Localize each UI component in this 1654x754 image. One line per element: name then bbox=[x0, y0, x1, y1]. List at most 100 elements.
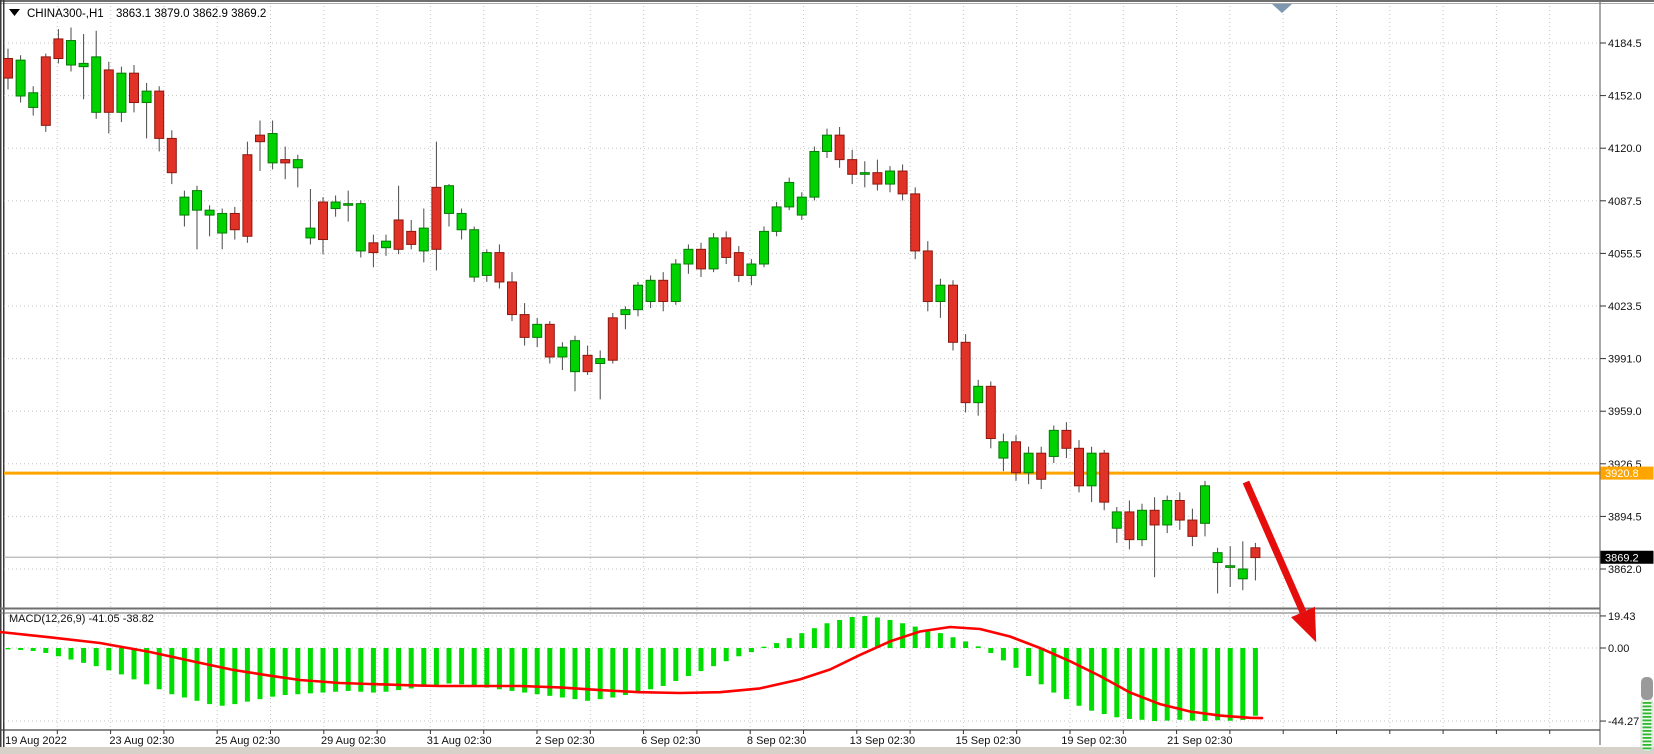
arrow-head-icon[interactable] bbox=[1291, 606, 1317, 643]
bear-candle bbox=[3, 57, 13, 79]
price-axis[interactable]: 4184.5 4152.0 4120.0 4087.5 4055.5 4023.5 3991… bbox=[1600, 38, 1642, 728]
scrollbar-stripe bbox=[1642, 733, 1652, 736]
bull-candle bbox=[859, 172, 870, 175]
time-axis-label: 23 Aug 02:30 bbox=[109, 735, 174, 747]
macd-histogram-bar bbox=[1114, 648, 1120, 718]
scrollbar-stripe bbox=[1642, 716, 1652, 718]
gridlines bbox=[4, 6, 1600, 730]
time-axis-label: 31 Aug 02:30 bbox=[427, 735, 492, 747]
symbol-dropdown-triangle-icon[interactable] bbox=[9, 9, 20, 16]
price-axis-label: 4152.0 bbox=[1608, 91, 1642, 103]
bear-candle bbox=[985, 385, 996, 440]
bull-candle bbox=[1137, 509, 1147, 541]
macd-histogram-bar bbox=[1177, 648, 1183, 720]
bull-candle bbox=[759, 230, 769, 265]
macd-histogram-bar bbox=[711, 648, 717, 667]
bull-candle bbox=[66, 40, 76, 66]
bear-candle bbox=[494, 252, 505, 283]
macd-histogram-bar bbox=[900, 623, 906, 648]
macd-histogram-bar bbox=[118, 648, 124, 675]
macd-histogram-bar bbox=[219, 648, 225, 706]
macd-histogram-bar bbox=[484, 648, 490, 688]
macd-histogram-bar bbox=[1252, 648, 1258, 716]
bear-candle bbox=[960, 341, 971, 404]
bull-candle bbox=[645, 279, 656, 303]
bear-candle bbox=[1174, 499, 1185, 521]
window-top-border bbox=[0, 0, 1654, 2]
macd-histogram-bar bbox=[635, 648, 641, 693]
price-level-lines[interactable] bbox=[4, 471, 1600, 558]
macd-histogram-bar bbox=[43, 648, 49, 653]
scrollbar-stripe bbox=[1642, 719, 1652, 722]
macd-histogram-bar bbox=[295, 648, 301, 695]
bear-candle bbox=[154, 90, 165, 139]
bear-candle bbox=[1011, 441, 1021, 474]
pane-separator[interactable] bbox=[0, 607, 1600, 610]
bull-candle bbox=[305, 227, 316, 239]
bear-candle bbox=[872, 172, 883, 185]
bull-candle bbox=[1237, 568, 1248, 580]
scrollbar-thumb[interactable] bbox=[1641, 677, 1653, 700]
price-axis-label: 4055.5 bbox=[1608, 248, 1642, 260]
macd-histogram-bar bbox=[975, 646, 981, 648]
bear-candle bbox=[1074, 447, 1084, 487]
bear-candle bbox=[721, 237, 732, 258]
window-bottom-strip bbox=[0, 747, 1654, 754]
macd-histogram-bar bbox=[837, 619, 843, 648]
top-marker-triangle-icon[interactable] bbox=[1272, 4, 1292, 13]
bear-candle bbox=[607, 317, 618, 361]
time-axis-label: 29 Aug 02:30 bbox=[321, 735, 386, 747]
bull-candle bbox=[292, 159, 303, 169]
chart-title-symbol: CHINA300-,H1 bbox=[27, 8, 104, 20]
bear-candle bbox=[733, 252, 744, 276]
macd-axis-label: 0.00 bbox=[1608, 643, 1629, 655]
macd-histogram-bar bbox=[181, 648, 187, 698]
indicator-scrollbar[interactable] bbox=[1640, 677, 1654, 752]
bull-candle bbox=[771, 206, 782, 232]
bull-candle bbox=[418, 227, 429, 252]
macd-histogram-bar bbox=[534, 648, 540, 695]
pane-separator-2 bbox=[0, 612, 1600, 614]
bull-candle bbox=[557, 346, 568, 358]
macd-histogram-bar bbox=[320, 648, 326, 693]
candlestick-series bbox=[3, 27, 1261, 594]
macd-signal-line bbox=[0, 625, 1264, 720]
bear-candle bbox=[129, 72, 139, 104]
scrollbar-stripe bbox=[1642, 723, 1652, 725]
macd-histogram-bar bbox=[597, 648, 603, 700]
macd-axis-label: -44.27 bbox=[1608, 716, 1639, 728]
bull-candle bbox=[343, 203, 354, 206]
current-price-tag-text: 3869.2 bbox=[1605, 552, 1639, 564]
scrollbar-stripe bbox=[1642, 744, 1652, 746]
bull-candle bbox=[1086, 452, 1097, 487]
orange-price-tag bbox=[1600, 466, 1654, 480]
bull-candle bbox=[78, 62, 89, 68]
macd-histogram-bar bbox=[93, 648, 99, 667]
price-axis-label: 3959.0 bbox=[1608, 406, 1642, 418]
macd-histogram-bar bbox=[270, 648, 276, 697]
macd-histogram-bar bbox=[736, 648, 742, 657]
bull-candle bbox=[532, 323, 543, 338]
arrow-shaft[interactable] bbox=[1242, 480, 1307, 614]
macd-histogram-bar bbox=[862, 615, 868, 648]
current-price-tag bbox=[1600, 550, 1654, 564]
macd-histogram-bar bbox=[622, 648, 628, 696]
arrow-annotation[interactable] bbox=[1242, 480, 1317, 643]
macd-histogram-bar bbox=[1076, 648, 1082, 706]
macd-histogram-bar bbox=[194, 648, 200, 701]
bear-candle bbox=[1149, 509, 1160, 526]
price-axis-label: 4023.5 bbox=[1608, 301, 1642, 313]
bull-candle bbox=[116, 72, 127, 113]
macd-histogram-bar bbox=[459, 648, 465, 685]
bear-candle bbox=[834, 134, 845, 161]
macd-histogram-bar bbox=[106, 648, 112, 671]
time-axis[interactable]: 19 Aug 2022 23 Aug 02:30 25 Aug 02:30 29 Au… bbox=[3, 730, 1551, 747]
time-axis-label: 19 Sep 02:30 bbox=[1061, 735, 1126, 747]
bear-candle bbox=[582, 354, 593, 373]
bull-candle bbox=[570, 340, 580, 373]
orange-price-tag-text: 3920.8 bbox=[1605, 468, 1639, 480]
macd-histogram-bar bbox=[446, 648, 452, 684]
bear-candle bbox=[544, 323, 555, 358]
macd-histogram-bar bbox=[1038, 648, 1044, 685]
macd-histogram-bar bbox=[1164, 648, 1170, 721]
